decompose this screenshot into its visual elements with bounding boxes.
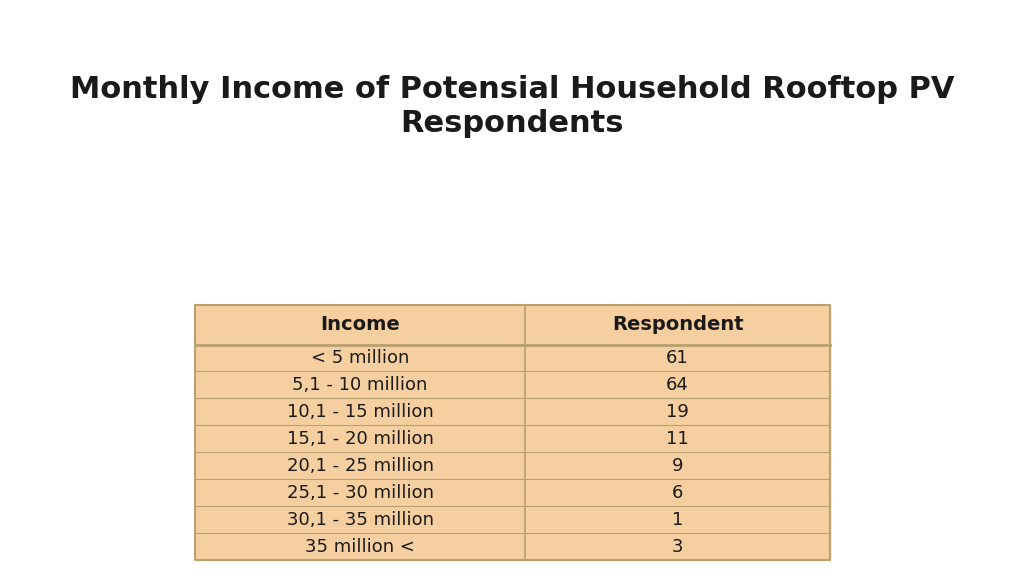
Text: Respondent: Respondent [611, 315, 743, 334]
Text: 5,1 - 10 million: 5,1 - 10 million [293, 376, 428, 394]
Text: 1: 1 [672, 510, 683, 529]
Text: 30,1 - 35 million: 30,1 - 35 million [287, 510, 433, 529]
Text: 3: 3 [672, 537, 683, 555]
Text: 64: 64 [667, 376, 689, 394]
Text: 19: 19 [667, 403, 689, 421]
Text: 61: 61 [667, 349, 689, 367]
Text: 35 million <: 35 million < [305, 537, 415, 555]
Text: Income: Income [321, 315, 400, 334]
Polygon shape [195, 305, 830, 560]
Text: < 5 million: < 5 million [311, 349, 410, 367]
Text: 25,1 - 30 million: 25,1 - 30 million [287, 484, 433, 502]
Text: 20,1 - 25 million: 20,1 - 25 million [287, 457, 433, 475]
Text: 6: 6 [672, 484, 683, 502]
Text: Monthly Income of Potensial Household Rooftop PV
Respondents: Monthly Income of Potensial Household Ro… [70, 75, 954, 138]
Text: 10,1 - 15 million: 10,1 - 15 million [287, 403, 433, 421]
Text: 9: 9 [672, 457, 683, 475]
Text: 15,1 - 20 million: 15,1 - 20 million [287, 430, 433, 448]
Text: 11: 11 [667, 430, 689, 448]
